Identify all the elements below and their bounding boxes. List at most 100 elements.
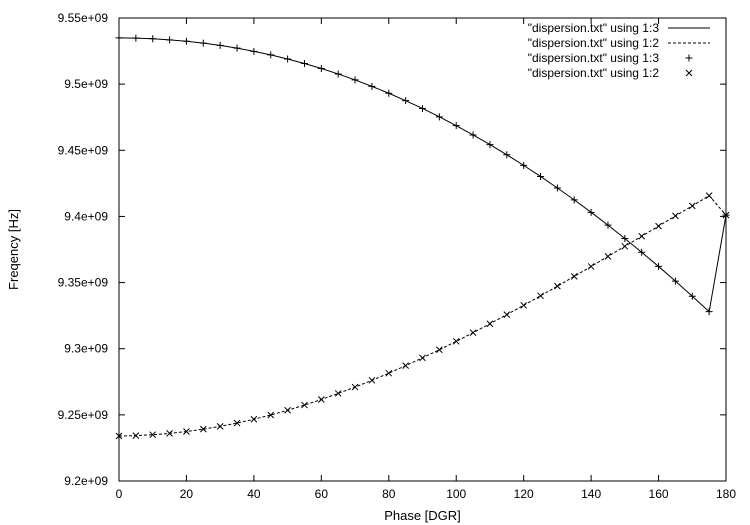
x-marker <box>216 423 224 430</box>
series-marker-plus <box>115 34 730 316</box>
x-marker <box>402 362 409 370</box>
x-marker <box>351 383 359 391</box>
plus-marker <box>368 82 376 90</box>
plus-marker <box>621 235 629 243</box>
plus-marker <box>537 172 545 180</box>
x-marker <box>284 406 291 414</box>
x-tick-label: 40 <box>247 487 261 501</box>
x-tick-label: 100 <box>446 487 466 501</box>
x-marker <box>166 430 173 437</box>
x-marker <box>385 369 393 377</box>
plus-marker <box>570 196 578 204</box>
x-marker <box>301 401 308 409</box>
x-marker <box>705 192 713 200</box>
y-tick-label: 9.2e+09 <box>64 474 108 488</box>
x-marker <box>503 311 511 318</box>
x-marker <box>149 431 157 439</box>
legend-entry: "dispersion.txt" using 1:3 <box>528 51 693 65</box>
y-tick-label: 9.35e+09 <box>58 276 109 290</box>
plus-marker <box>166 36 174 44</box>
plus-marker <box>250 47 258 55</box>
plus-marker <box>452 122 460 130</box>
y-tick-label: 9.55e+09 <box>58 11 109 25</box>
legend-entry: "dispersion.txt" using 1:2 <box>528 66 693 80</box>
x-marker <box>436 346 443 354</box>
x-tick-label: 0 <box>116 487 123 501</box>
x-marker <box>267 411 275 419</box>
plus-marker <box>688 292 696 300</box>
plus-marker <box>300 60 308 68</box>
plus-marker <box>351 76 359 84</box>
plus-marker <box>317 65 325 73</box>
x-marker <box>486 320 494 328</box>
plus-marker <box>486 141 494 149</box>
plus-marker <box>604 221 612 229</box>
x-marker <box>317 396 325 403</box>
plus-marker <box>520 161 528 169</box>
plus-marker <box>638 248 646 256</box>
plus-marker <box>435 113 443 121</box>
plus-marker <box>469 131 477 139</box>
x-marker <box>587 263 595 270</box>
x-tick-label: 120 <box>514 487 534 501</box>
x-tick-label: 180 <box>716 487 736 501</box>
plot-frame <box>118 17 727 482</box>
legend: "dispersion.txt" using 1:3"dispersion.tx… <box>528 21 710 80</box>
plus-marker <box>267 51 275 59</box>
plus-marker <box>705 308 713 316</box>
x-marker <box>554 282 561 290</box>
x-marker <box>604 253 612 260</box>
plus-marker <box>233 44 241 52</box>
y-tick-label: 9.45e+09 <box>58 143 109 157</box>
x-marker <box>368 376 376 384</box>
plus-marker <box>199 39 207 47</box>
x-tick-label: 60 <box>315 487 329 501</box>
x-marker <box>132 432 140 439</box>
x-marker <box>334 390 342 397</box>
x-marker <box>570 273 578 280</box>
y-tick-label: 9.3e+09 <box>64 342 108 356</box>
plus-marker <box>402 97 410 105</box>
series-layer <box>115 34 730 440</box>
plus-marker <box>149 35 157 43</box>
legend-entry: "dispersion.txt" using 1:2 <box>528 36 710 50</box>
x-marker <box>469 329 477 337</box>
plus-marker <box>334 70 342 78</box>
x-marker <box>655 222 662 230</box>
x-tick-label: 140 <box>581 487 601 501</box>
plus-marker <box>503 151 511 159</box>
x-marker <box>688 202 696 210</box>
x-marker <box>672 212 679 220</box>
legend-entry: "dispersion.txt" using 1:3 <box>528 21 710 35</box>
x-tick-label: 20 <box>180 487 194 501</box>
x-marker <box>685 69 693 77</box>
ticks-layer: 0 20 40 60 80 100 120 140 160 180 9.2e+09 9.25e+09 9… <box>58 11 737 501</box>
plus-marker <box>284 55 292 63</box>
legend-label: "dispersion.txt" using 1:2 <box>528 66 660 80</box>
series-marker-x <box>115 192 730 440</box>
legend-label: "dispersion.txt" using 1:3 <box>528 21 660 35</box>
x-marker <box>233 419 241 427</box>
x-marker <box>452 337 460 345</box>
plus-marker <box>132 34 140 42</box>
plus-marker <box>385 89 393 97</box>
x-marker <box>419 354 426 362</box>
plus-marker <box>685 54 693 62</box>
x-marker <box>250 415 258 423</box>
plus-marker <box>419 104 426 112</box>
plus-marker <box>655 262 663 270</box>
legend-label: "dispersion.txt" using 1:2 <box>528 36 660 50</box>
x-axis-label: Phase [DGR] <box>384 508 461 523</box>
plus-marker <box>587 208 595 216</box>
x-marker <box>638 232 646 240</box>
x-tick-label: 160 <box>649 487 669 501</box>
y-axis-label: Freqency [Hz] <box>6 209 21 290</box>
y-tick-label: 9.5e+09 <box>64 77 108 91</box>
x-marker <box>520 301 528 309</box>
y-tick-label: 9.25e+09 <box>58 408 109 422</box>
y-tick-label: 9.4e+09 <box>64 209 108 223</box>
x-tick-label: 80 <box>382 487 396 501</box>
legend-label: "dispersion.txt" using 1:3 <box>528 51 660 65</box>
plus-marker <box>182 37 190 45</box>
